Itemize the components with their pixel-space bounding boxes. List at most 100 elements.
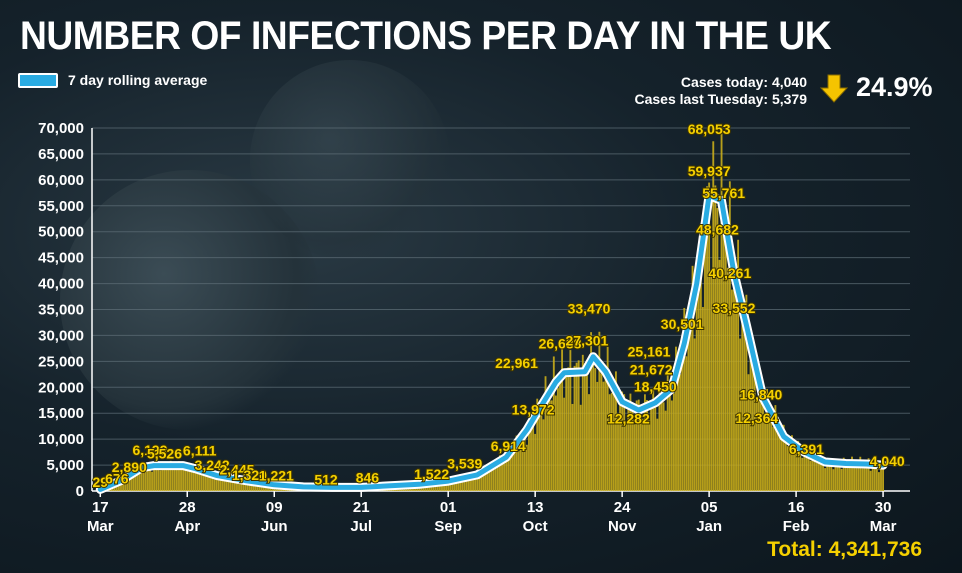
daily-bar xyxy=(805,446,808,491)
daily-bar xyxy=(434,483,437,491)
daily-bar xyxy=(714,185,717,491)
daily-bar xyxy=(878,472,880,491)
daily-bar xyxy=(215,474,218,491)
x-tick-month-label: Oct xyxy=(523,518,548,535)
daily-bar xyxy=(658,391,661,491)
daily-bar xyxy=(128,476,131,491)
cases-last-tuesday: Cases last Tuesday: 5,379 xyxy=(634,91,807,107)
data-label: 25,161 xyxy=(628,344,671,360)
daily-bar xyxy=(225,476,228,491)
data-label: 16,840 xyxy=(739,387,782,403)
y-tick-label: 65,000 xyxy=(38,146,84,163)
daily-bar xyxy=(470,475,472,491)
y-tick-label: 30,000 xyxy=(38,327,84,344)
data-label: 6,914 xyxy=(491,438,526,454)
daily-bar xyxy=(759,379,762,491)
daily-bar xyxy=(573,365,576,491)
daily-bar xyxy=(764,420,766,491)
daily-bar xyxy=(482,470,485,491)
x-tick-month-label: Apr xyxy=(174,518,200,535)
daily-bar xyxy=(882,463,885,491)
daily-bar xyxy=(762,398,764,491)
daily-bar xyxy=(873,462,876,491)
daily-bar xyxy=(478,474,481,491)
daily-bar xyxy=(486,471,489,491)
daily-bar xyxy=(569,350,572,491)
daily-bar xyxy=(712,141,715,491)
daily-bar xyxy=(178,461,180,491)
y-tick-label: 70,000 xyxy=(38,120,84,137)
daily-bar xyxy=(169,460,172,491)
daily-bar xyxy=(453,478,456,491)
daily-bar xyxy=(842,457,845,491)
x-tick-month-label: Jun xyxy=(261,518,288,535)
data-label: 6,199 xyxy=(132,442,167,458)
x-tick-day-label: 09 xyxy=(266,499,283,516)
daily-bar xyxy=(608,394,611,491)
daily-bar xyxy=(679,374,682,491)
daily-bar xyxy=(571,403,574,491)
daily-bar xyxy=(648,420,651,491)
daily-bar xyxy=(443,481,445,491)
daily-bar xyxy=(472,477,474,491)
daily-bar xyxy=(604,378,607,491)
daily-bar xyxy=(581,354,584,491)
daily-bar xyxy=(650,406,653,491)
daily-bar xyxy=(561,345,564,491)
daily-bar xyxy=(646,400,648,491)
daily-bar xyxy=(136,471,139,491)
daily-bar xyxy=(615,371,617,491)
daily-bar xyxy=(175,465,178,491)
daily-bar xyxy=(511,453,514,491)
daily-bar xyxy=(828,458,831,491)
daily-bar xyxy=(755,401,758,491)
daily-bar xyxy=(623,394,626,491)
data-label: 48,682 xyxy=(696,222,739,238)
daily-bar xyxy=(768,405,771,491)
y-tick-label: 50,000 xyxy=(38,224,84,241)
daily-bar xyxy=(859,456,862,491)
data-label: 676 xyxy=(105,470,129,486)
x-tick-month-label: Sep xyxy=(434,518,462,535)
daily-bar xyxy=(735,287,737,491)
daily-bar xyxy=(252,482,255,491)
daily-bar xyxy=(250,482,253,491)
daily-bar xyxy=(144,466,147,491)
daily-bar xyxy=(240,479,243,491)
daily-bar xyxy=(552,356,555,491)
daily-bar xyxy=(718,259,721,491)
daily-bar xyxy=(207,472,209,491)
x-tick-day-label: 21 xyxy=(353,499,370,516)
daily-bar xyxy=(617,413,619,491)
daily-bar xyxy=(517,450,520,491)
daily-bar xyxy=(793,451,795,491)
daily-bar xyxy=(770,420,773,491)
daily-bar xyxy=(668,384,671,491)
daily-bar xyxy=(155,462,158,491)
daily-bar xyxy=(567,367,570,491)
daily-bar xyxy=(861,468,864,491)
y-tick-label: 45,000 xyxy=(38,250,84,267)
daily-bar xyxy=(231,477,234,491)
x-tick-month-label: Jan xyxy=(696,518,722,535)
daily-bar xyxy=(677,371,679,491)
daily-bar xyxy=(159,470,162,491)
daily-bar xyxy=(202,472,205,491)
daily-bar xyxy=(875,460,878,491)
daily-bar xyxy=(546,398,549,491)
x-tick-month-label: Mar xyxy=(870,518,897,535)
daily-bar xyxy=(455,479,458,491)
daily-bar xyxy=(786,446,789,491)
x-tick-month-label: Feb xyxy=(783,518,810,535)
daily-bar xyxy=(619,401,622,491)
daily-bar xyxy=(666,375,669,491)
daily-bar xyxy=(586,367,588,491)
daily-bar xyxy=(219,479,222,491)
daily-bar xyxy=(869,470,872,491)
daily-bar xyxy=(849,467,851,491)
daily-bar xyxy=(722,221,725,491)
daily-bar xyxy=(838,463,841,491)
daily-bar xyxy=(149,464,151,491)
daily-bar xyxy=(122,480,124,491)
data-label: 12,364 xyxy=(735,410,778,426)
